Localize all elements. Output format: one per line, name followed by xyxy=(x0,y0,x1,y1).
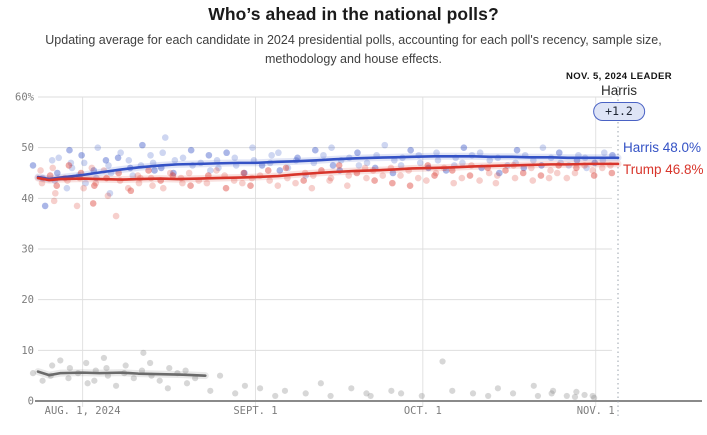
x-axis-labels: AUG. 1, 2024 SEPT. 1 OCT. 1 NOV. 1 xyxy=(45,405,615,417)
svg-text:40: 40 xyxy=(21,193,34,205)
svg-text:SEPT. 1: SEPT. 1 xyxy=(233,405,277,417)
y-axis-labels: 0 10 20 30 40 50 60% xyxy=(15,91,35,407)
chart-subtitle: Updating average for each candidate in 2… xyxy=(45,33,662,67)
gridlines xyxy=(35,96,702,407)
other-average-line xyxy=(34,368,209,380)
svg-text:OCT. 1: OCT. 1 xyxy=(404,405,442,417)
svg-text:20: 20 xyxy=(21,294,34,306)
svg-text:10: 10 xyxy=(21,345,34,357)
leader-caption: NOV. 5, 2024 LEADER xyxy=(566,71,672,82)
harris-end-label: Harris 48.0% xyxy=(623,140,702,155)
trump-average-line xyxy=(34,160,622,184)
page-title: Who’s ahead in the national polls? xyxy=(208,4,499,24)
svg-text:60%: 60% xyxy=(15,91,35,103)
svg-text:AUG. 1, 2024: AUG. 1, 2024 xyxy=(45,405,121,417)
svg-text:0: 0 xyxy=(28,396,34,408)
svg-text:30: 30 xyxy=(21,243,34,255)
trump-poll-dots xyxy=(37,162,616,220)
other-poll-dots xyxy=(29,349,598,402)
leader-name: Harris xyxy=(601,83,637,98)
trump-end-label: Trump 46.8% xyxy=(623,162,704,177)
leader-margin-badge: +1.2 xyxy=(593,102,645,121)
svg-text:50: 50 xyxy=(21,142,34,154)
svg-text:NOV. 1: NOV. 1 xyxy=(577,405,615,417)
harris-average-line xyxy=(34,152,622,183)
